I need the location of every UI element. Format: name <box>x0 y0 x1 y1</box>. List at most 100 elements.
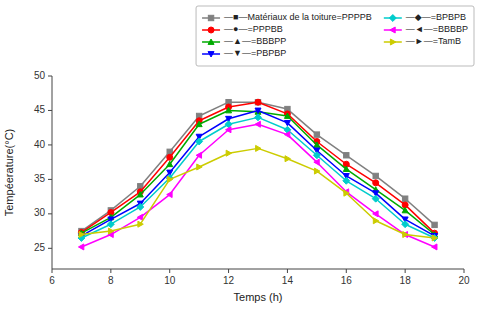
x-tick-label: 12 <box>223 275 235 286</box>
legend-marker <box>390 39 395 45</box>
y-tick-label: 30 <box>34 207 46 218</box>
point <box>137 204 144 211</box>
point <box>284 120 290 125</box>
legend-item: —▲—=BBBPP <box>202 36 286 46</box>
point <box>167 149 172 154</box>
x-tick-label: 6 <box>49 275 55 286</box>
y-tick <box>48 248 52 249</box>
point <box>285 156 290 162</box>
legend-label: —▼—=PBPBP <box>224 48 286 58</box>
series-line <box>81 102 434 233</box>
x-tick <box>169 269 170 273</box>
point <box>137 192 143 197</box>
point <box>167 192 172 198</box>
point <box>343 177 350 184</box>
y-tick <box>48 213 52 214</box>
point <box>255 99 260 104</box>
y-axis-line <box>52 76 53 269</box>
y-tick-label: 40 <box>34 139 46 150</box>
x-tick-label: 20 <box>458 275 470 286</box>
legend-label: —▲—=BBBPP <box>224 36 286 46</box>
point <box>197 164 202 170</box>
legend-item: —●—=PPPBB <box>202 24 283 34</box>
point <box>196 152 201 158</box>
y-axis-label: Tempéerature(°C) <box>3 129 15 217</box>
point <box>138 184 143 189</box>
x-tick-label: 18 <box>400 275 412 286</box>
x-tick <box>346 269 347 273</box>
point <box>196 138 203 145</box>
point <box>373 218 378 224</box>
y-tick-label: 35 <box>34 173 46 184</box>
legend-item: —■—Matériaux de la toiture=PPPPB <box>202 12 372 22</box>
point <box>255 99 261 105</box>
x-tick <box>110 269 111 273</box>
x-axis-label: Temps (h) <box>234 291 283 303</box>
x-tick <box>464 269 465 273</box>
legend-marker <box>390 27 395 33</box>
point <box>79 232 84 238</box>
legend-item: —◄—=BBBBP <box>384 24 468 34</box>
legend-marker <box>389 15 396 22</box>
legend: —■—Matériaux de la toiture=PPPPB —●—=PPPB… <box>196 6 474 66</box>
point <box>372 195 379 202</box>
point <box>432 244 437 250</box>
series-line <box>81 148 434 238</box>
y-tick <box>48 76 52 77</box>
point <box>108 228 113 234</box>
point <box>255 108 261 113</box>
legend-marker <box>208 52 214 57</box>
point <box>343 166 349 171</box>
y-tick-label: 50 <box>34 70 46 81</box>
series-line <box>81 102 434 231</box>
legend-box <box>196 6 474 66</box>
y-tick-label: 25 <box>34 242 46 253</box>
point <box>284 132 289 138</box>
y-tick <box>48 144 52 145</box>
legend-label: —◄—=BBBBP <box>406 24 468 34</box>
legend-label: —►—=TamB <box>406 36 461 46</box>
x-tick-label: 8 <box>108 275 114 286</box>
series <box>78 99 437 236</box>
point <box>373 173 378 178</box>
point <box>314 132 319 137</box>
series <box>78 107 437 236</box>
y-tick <box>48 110 52 111</box>
point <box>255 114 262 121</box>
x-tick <box>405 269 406 273</box>
point <box>373 180 379 186</box>
point <box>432 222 437 227</box>
x-tick <box>287 269 288 273</box>
point <box>137 214 142 220</box>
point <box>402 221 409 228</box>
point <box>402 232 407 238</box>
y-tick-label: 45 <box>34 104 46 115</box>
point <box>138 221 143 227</box>
chart: —■—Matériaux de la toiture=PPPPB —●—=PPPB… <box>0 0 480 309</box>
point <box>402 196 407 201</box>
point <box>314 142 320 147</box>
point <box>403 232 408 238</box>
point <box>432 235 437 241</box>
legend-marker <box>208 39 214 44</box>
x-tick <box>52 269 53 273</box>
point <box>226 150 231 156</box>
point <box>167 161 173 166</box>
point <box>344 190 349 196</box>
point <box>256 145 261 151</box>
x-axis-line <box>52 269 464 270</box>
point <box>255 121 260 127</box>
point <box>226 107 232 112</box>
series-line <box>81 124 434 247</box>
legend-item: —▼—=PBPBP <box>202 48 286 58</box>
x-tick <box>228 269 229 273</box>
series-line <box>81 110 434 234</box>
point <box>344 153 349 158</box>
x-tick-label: 14 <box>282 275 294 286</box>
legend-label: —●—=PPPBB <box>224 24 283 34</box>
point <box>226 127 231 133</box>
legend-item: —◆—=BPBPB <box>384 12 466 22</box>
legend-marker <box>208 15 213 20</box>
series <box>79 99 438 233</box>
point <box>284 113 290 118</box>
